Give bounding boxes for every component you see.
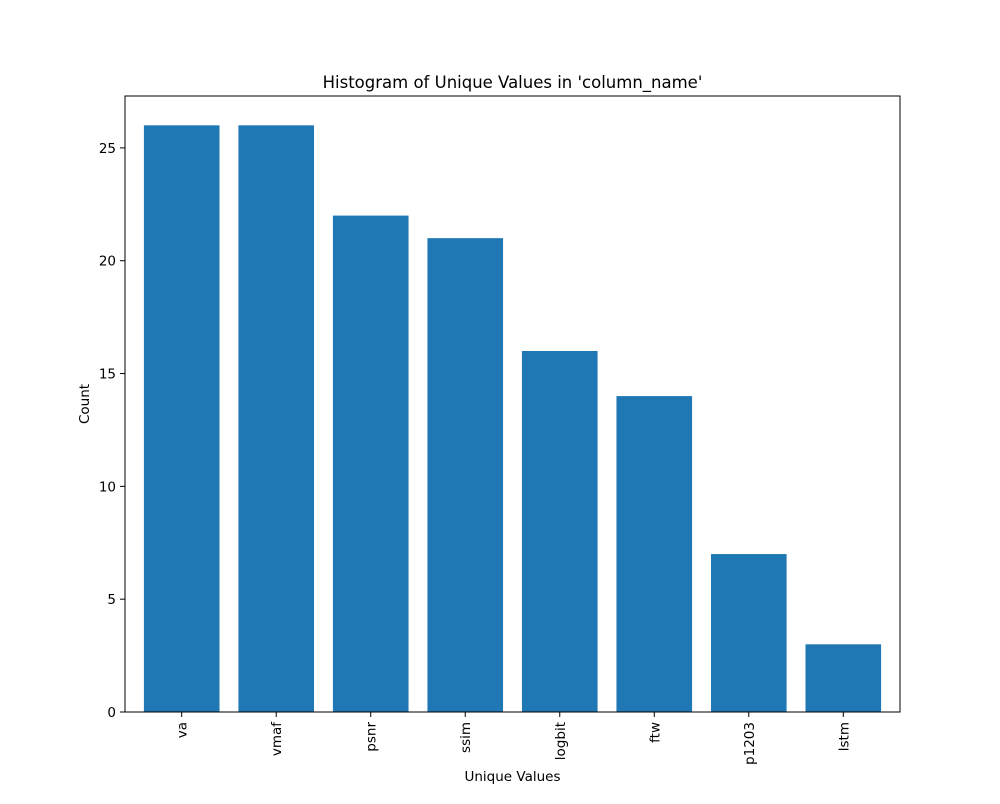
bar-logbit [521,350,598,712]
x-tick-label: p1203 [742,722,758,765]
bar-ftw [616,396,693,712]
x-tick-label: lstm [836,722,852,751]
y-tick-label: 15 [99,367,116,383]
bar-ssim [427,238,504,712]
y-tick-label: 10 [99,479,116,495]
bar-lstm [805,644,882,712]
x-tick-label: va [175,722,191,738]
bars-layer [143,125,882,713]
y-tick-label: 0 [107,705,116,721]
x-tick-label: vmaf [269,721,285,756]
x-tick-label: ssim [458,722,474,753]
x-tick-label: logbit [553,722,569,760]
bar-p1203 [710,554,787,712]
y-tick-label: 20 [99,254,116,270]
y-axis: 0 5 10 15 20 25 [99,141,125,721]
y-tick-label: 5 [107,592,116,608]
x-axis-title: Unique Values [464,769,560,785]
axes-frame [124,95,901,713]
x-tick-label: psnr [364,722,380,752]
bar-va [143,125,220,713]
x-tick-label: ftw [647,722,663,743]
bar-vmaf [238,125,315,713]
y-tick-label: 25 [99,141,116,157]
bar-psnr [332,215,409,713]
chart-title: Histogram of Unique Values in 'column_na… [323,73,703,93]
y-axis-title: Count [77,384,93,424]
x-axis: va vmaf psnr ssim logbit ftw p1203 lstm [175,712,852,765]
